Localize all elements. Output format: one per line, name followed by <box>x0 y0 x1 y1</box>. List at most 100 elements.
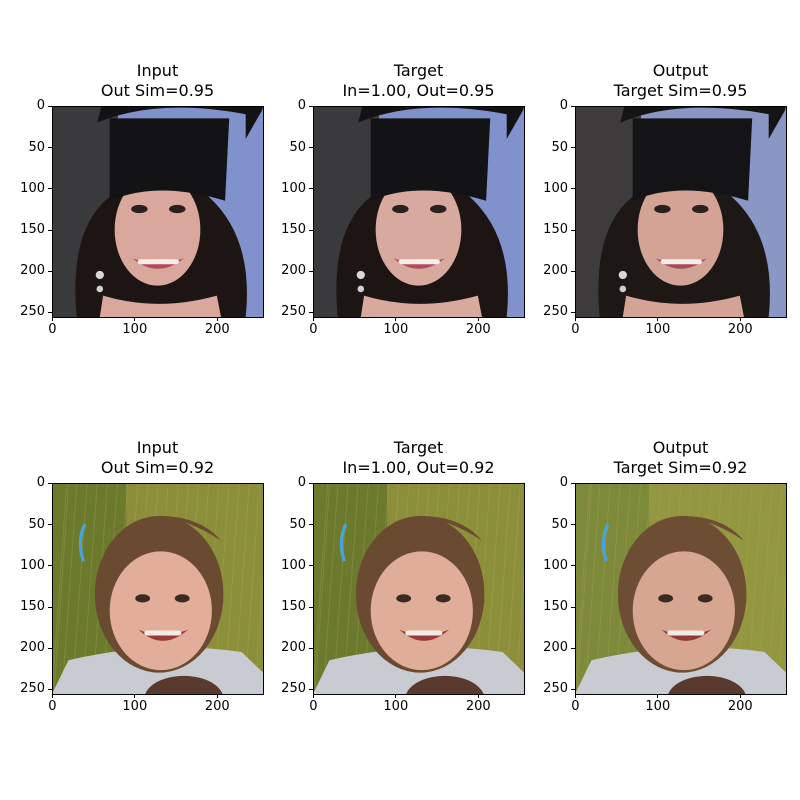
y-tick-label: 150 <box>281 599 306 615</box>
y-tick <box>309 482 313 484</box>
y-tick <box>571 229 575 231</box>
x-tick-label: 200 <box>204 322 230 337</box>
x-tick <box>395 694 397 698</box>
y-tick <box>48 270 52 272</box>
face <box>114 173 201 286</box>
y-tick <box>48 482 52 484</box>
y-tick-label: 150 <box>543 599 568 615</box>
y-tick-label: 150 <box>543 222 568 238</box>
x-tick <box>51 317 53 321</box>
panel-title: Output Target Sim=0.95 <box>551 61 800 101</box>
second-head <box>668 675 746 694</box>
y-tick-label: 50 <box>289 516 306 532</box>
y-tick-label: 250 <box>543 681 568 697</box>
x-tick-label: 0 <box>48 322 57 337</box>
face <box>370 551 473 671</box>
graduation-portrait-input <box>52 106 263 317</box>
grass-blade <box>53 483 70 694</box>
x-tick-label: 200 <box>465 322 491 337</box>
graduation-cap <box>632 118 753 201</box>
x-tick-label: 200 <box>727 322 753 337</box>
y-tick <box>571 688 575 690</box>
y-tick <box>571 606 575 608</box>
y-tick-label: 0 <box>297 475 306 491</box>
x-tick <box>657 317 659 321</box>
y-tick <box>48 524 52 526</box>
eye-left <box>135 594 151 603</box>
output-panel-row2: 0 50 100 150 200 250 0 100 200 <box>543 476 787 714</box>
x-tick <box>216 317 218 321</box>
panel-image <box>575 483 786 694</box>
x-tick <box>134 694 136 698</box>
grass-blade <box>61 483 78 694</box>
y-tick <box>309 688 313 690</box>
y-tick <box>48 688 52 690</box>
input-panel-row1: 0 50 100 150 200 250 0 100 200 <box>20 99 264 337</box>
input-panel-row2: 0 50 100 150 200 250 0 100 200 <box>20 476 264 714</box>
y-tick-label: 200 <box>281 640 306 656</box>
earring <box>95 270 104 280</box>
y-tick-label: 200 <box>20 640 45 656</box>
y-tick-label: 100 <box>543 557 568 573</box>
panel-title: Output Target Sim=0.92 <box>551 438 800 478</box>
hair-clip <box>339 523 348 562</box>
y-tick-label: 250 <box>543 304 568 320</box>
y-tick-label: 100 <box>281 180 306 196</box>
teeth <box>660 259 702 265</box>
face <box>109 551 212 671</box>
y-tick <box>571 482 575 484</box>
mortarboard <box>97 106 263 139</box>
x-tick <box>51 694 53 698</box>
hand <box>99 295 221 317</box>
earring-drop <box>96 285 104 293</box>
y-tick-label: 250 <box>281 681 306 697</box>
grass-blade <box>575 483 591 694</box>
eye-left <box>658 594 674 603</box>
panel-image <box>313 106 524 317</box>
mortarboard <box>358 106 524 139</box>
teeth <box>405 630 443 636</box>
fringe <box>370 515 482 541</box>
x-tick <box>312 694 314 698</box>
fringe <box>109 515 221 541</box>
mortarboard <box>620 106 786 139</box>
eye-left <box>654 204 671 214</box>
y-tick-label: 100 <box>543 180 568 196</box>
x-tick-label: 0 <box>309 699 318 714</box>
x-tick-label: 200 <box>727 699 753 714</box>
y-tick-label: 200 <box>543 640 568 656</box>
panel-title-main: Target <box>393 61 444 80</box>
panel-title-main: Output <box>652 438 709 457</box>
y-tick <box>309 188 313 190</box>
panel-title: Input Out Sim=0.95 <box>28 61 288 101</box>
y-tick-label: 50 <box>28 516 45 532</box>
x-tick-label: 100 <box>122 322 148 337</box>
y-tick <box>48 606 52 608</box>
y-tick <box>571 524 575 526</box>
y-tick <box>571 565 575 567</box>
hair-clip <box>601 523 610 562</box>
grass-blade <box>322 483 339 694</box>
child-in-grass-target <box>313 483 524 694</box>
x-tick-label: 200 <box>204 699 230 714</box>
grass-blade <box>254 570 263 694</box>
child-in-grass-input <box>52 483 263 694</box>
y-tick <box>48 105 52 107</box>
y-tick <box>571 270 575 272</box>
child-in-grass-output <box>575 483 786 694</box>
y-tick-label: 50 <box>289 139 306 155</box>
y-tick <box>48 229 52 231</box>
y-tick-label: 200 <box>20 263 45 279</box>
y-tick-label: 200 <box>281 263 306 279</box>
y-tick <box>48 147 52 149</box>
x-tick-label: 100 <box>383 322 409 337</box>
earring <box>356 270 365 280</box>
x-tick-label: 0 <box>571 699 580 714</box>
y-tick-label: 0 <box>297 98 306 114</box>
y-tick <box>48 647 52 649</box>
y-tick <box>309 606 313 608</box>
second-head <box>145 675 223 694</box>
teeth <box>398 259 440 265</box>
x-tick-label: 0 <box>309 322 318 337</box>
y-tick <box>48 565 52 567</box>
